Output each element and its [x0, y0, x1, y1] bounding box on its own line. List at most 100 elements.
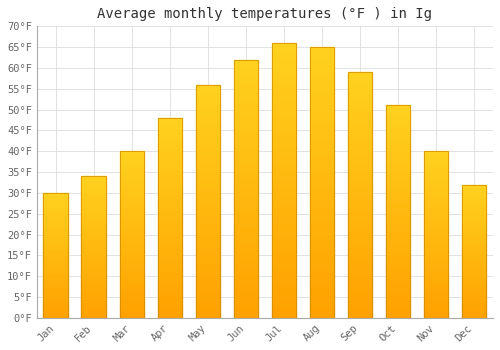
Bar	[386, 133, 410, 135]
Bar	[386, 278, 410, 280]
Bar	[196, 206, 220, 208]
Bar	[196, 122, 220, 124]
Bar	[44, 193, 68, 318]
Bar	[310, 212, 334, 215]
Bar	[462, 311, 486, 313]
Bar	[120, 245, 144, 246]
Bar	[82, 260, 106, 261]
Bar	[462, 251, 486, 253]
Bar	[82, 217, 106, 219]
Bar	[234, 60, 258, 318]
Bar	[348, 77, 372, 79]
Bar	[462, 279, 486, 281]
Bar	[310, 258, 334, 261]
Bar	[272, 98, 296, 101]
Bar	[44, 312, 68, 313]
Bar	[424, 211, 448, 213]
Bar	[310, 253, 334, 255]
Bar	[424, 308, 448, 309]
Bar	[386, 210, 410, 212]
Bar	[310, 242, 334, 245]
Bar	[272, 288, 296, 290]
Bar	[82, 246, 106, 247]
Bar	[234, 204, 258, 207]
Bar	[44, 271, 68, 272]
Bar	[310, 82, 334, 85]
Bar	[424, 236, 448, 238]
Bar	[158, 118, 182, 318]
Bar	[310, 310, 334, 313]
Bar	[158, 258, 182, 260]
Bar	[310, 85, 334, 88]
Bar	[234, 145, 258, 147]
Bar	[82, 302, 106, 304]
Bar	[348, 151, 372, 153]
Bar	[462, 262, 486, 263]
Bar	[234, 78, 258, 80]
Bar	[82, 237, 106, 239]
Bar	[196, 302, 220, 304]
Bar	[82, 301, 106, 302]
Bar	[82, 268, 106, 270]
Bar	[44, 305, 68, 307]
Bar	[462, 307, 486, 309]
Bar	[120, 166, 144, 168]
Bar	[196, 213, 220, 215]
Bar	[424, 171, 448, 173]
Bar	[196, 106, 220, 108]
Bar	[348, 139, 372, 141]
Bar	[158, 214, 182, 216]
Bar	[348, 75, 372, 77]
Bar	[310, 304, 334, 307]
Bar	[348, 128, 372, 131]
Bar	[158, 228, 182, 230]
Bar	[348, 288, 372, 291]
Bar	[196, 183, 220, 185]
Bar	[348, 210, 372, 212]
Bar	[310, 199, 334, 202]
Bar	[272, 114, 296, 117]
Bar	[348, 97, 372, 99]
Bar	[310, 166, 334, 169]
Bar	[120, 201, 144, 203]
Bar	[82, 210, 106, 212]
Title: Average monthly temperatures (°F ) in Ig: Average monthly temperatures (°F ) in Ig	[98, 7, 432, 21]
Bar	[310, 158, 334, 161]
Bar	[272, 183, 296, 186]
Bar	[386, 222, 410, 224]
Bar	[44, 272, 68, 273]
Bar	[386, 105, 410, 107]
Bar	[462, 296, 486, 298]
Bar	[272, 301, 296, 304]
Bar	[272, 191, 296, 194]
Bar	[310, 239, 334, 242]
Bar	[234, 62, 258, 65]
Bar	[234, 101, 258, 104]
Bar	[158, 276, 182, 278]
Bar	[234, 176, 258, 178]
Bar	[120, 171, 144, 173]
Bar	[44, 296, 68, 298]
Bar	[348, 163, 372, 166]
Bar	[234, 289, 258, 292]
Bar	[310, 147, 334, 150]
Bar	[196, 285, 220, 288]
Bar	[462, 245, 486, 246]
Bar	[462, 314, 486, 315]
Bar	[310, 161, 334, 163]
Bar	[462, 225, 486, 226]
Bar	[44, 237, 68, 238]
Bar	[234, 72, 258, 75]
Bar	[234, 225, 258, 228]
Bar	[234, 153, 258, 155]
Bar	[120, 155, 144, 156]
Bar	[120, 168, 144, 169]
Bar	[196, 295, 220, 297]
Bar	[234, 194, 258, 196]
Bar	[348, 175, 372, 178]
Bar	[158, 296, 182, 298]
Bar	[348, 188, 372, 190]
Bar	[462, 193, 486, 194]
Bar	[82, 316, 106, 318]
Bar	[348, 301, 372, 303]
